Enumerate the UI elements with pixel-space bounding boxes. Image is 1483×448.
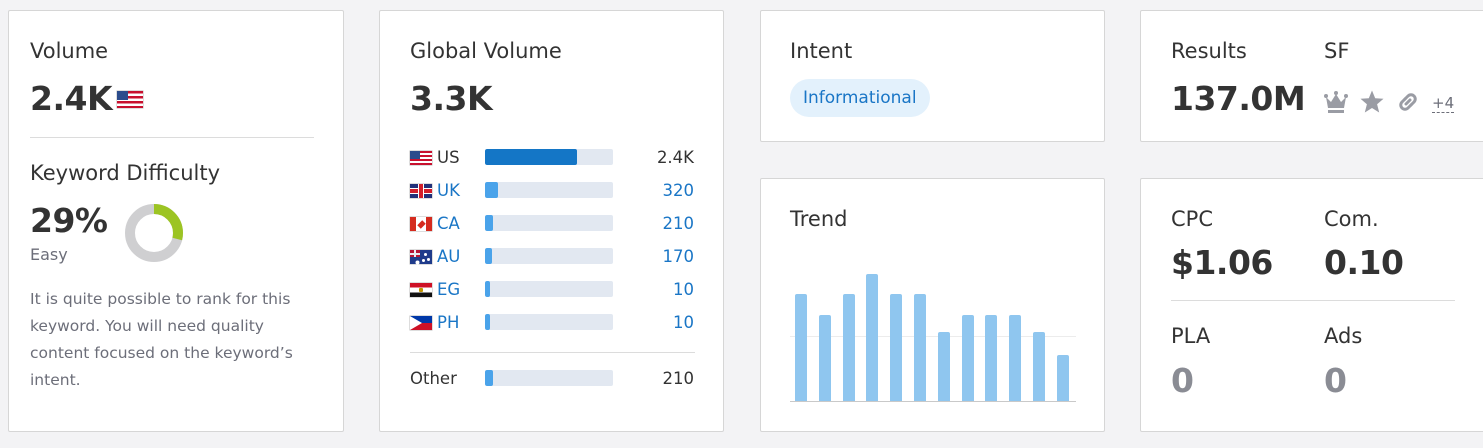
intent-label: Intent xyxy=(790,39,853,63)
difficulty-donut-chart xyxy=(125,204,183,262)
trend-baseline xyxy=(790,401,1076,402)
intent-card: Intent Informational xyxy=(760,10,1105,142)
keyword-difficulty-description: It is quite possible to rank for this ke… xyxy=(30,290,293,389)
country-bar-track xyxy=(485,182,613,198)
us-flag-icon xyxy=(117,91,143,108)
ph-flag-icon xyxy=(410,316,432,330)
divider xyxy=(410,352,695,353)
trend-bar[interactable] xyxy=(795,294,807,401)
trend-card: Trend xyxy=(760,178,1105,432)
volume-card: Volume 2.4K Keyword Difficulty 29% Easy … xyxy=(8,10,344,432)
divider xyxy=(1171,300,1455,301)
global-volume-label: Global Volume xyxy=(410,39,562,63)
sf-more-link[interactable]: +4 xyxy=(1432,94,1455,113)
difficulty-donut-arc xyxy=(125,204,183,262)
competition-label: Com. xyxy=(1324,207,1379,231)
keyword-difficulty-label: Keyword Difficulty xyxy=(30,161,221,185)
other-bar-fill xyxy=(485,370,493,386)
trend-bar[interactable] xyxy=(1033,332,1045,401)
country-bar-fill xyxy=(485,149,577,165)
link-icon[interactable] xyxy=(1395,89,1421,115)
global-volume-value: 3.3K xyxy=(410,79,493,118)
sf-label: SF xyxy=(1324,39,1350,63)
us-flag-icon xyxy=(410,151,432,165)
competition-value: 0.10 xyxy=(1324,243,1404,282)
results-card: Results 137.0M SF +4 xyxy=(1140,10,1483,142)
country-bar-fill xyxy=(485,281,490,297)
country-code-uk[interactable]: UK xyxy=(437,181,460,200)
trend-bar[interactable] xyxy=(1057,355,1069,401)
cpc-card: CPC $1.06 Com. 0.10 PLA 0 Ads 0 xyxy=(1140,178,1483,432)
country-value-us: 2.4K xyxy=(656,148,694,167)
trend-label: Trend xyxy=(790,207,848,231)
country-code-ph[interactable]: PH xyxy=(437,313,460,332)
uk-flag-icon xyxy=(410,184,432,198)
volume-value: 2.4K xyxy=(30,79,113,118)
country-bar-fill xyxy=(485,248,492,264)
keyword-difficulty-value: 29% xyxy=(30,201,108,240)
trend-bar[interactable] xyxy=(890,294,902,401)
country-bar-fill xyxy=(485,215,493,231)
country-code-us: US xyxy=(437,148,460,167)
other-bar-track xyxy=(485,370,613,386)
other-label: Other xyxy=(410,369,457,388)
results-label: Results xyxy=(1171,39,1247,63)
country-value-ca[interactable]: 210 xyxy=(662,214,695,233)
trend-bar[interactable] xyxy=(819,315,831,401)
country-bar-track xyxy=(485,149,613,165)
results-value: 137.0M xyxy=(1171,79,1306,118)
country-value-uk[interactable]: 320 xyxy=(662,181,695,200)
country-value-ph[interactable]: 10 xyxy=(673,313,694,332)
intent-badge[interactable]: Informational xyxy=(790,79,930,117)
cpc-label: CPC xyxy=(1171,207,1213,231)
eg-flag-icon xyxy=(410,283,432,297)
pla-value: 0 xyxy=(1171,361,1194,400)
cpc-value: $1.06 xyxy=(1171,243,1273,282)
country-bar-track xyxy=(485,314,613,330)
trend-bar[interactable] xyxy=(1009,315,1021,401)
star-icon[interactable] xyxy=(1359,89,1385,115)
crown-icon[interactable] xyxy=(1323,89,1349,115)
other-value: 210 xyxy=(662,369,695,388)
country-value-au[interactable]: 170 xyxy=(662,247,695,266)
keyword-difficulty-level: Easy xyxy=(30,245,68,264)
country-code-ca[interactable]: CA xyxy=(437,214,460,233)
volume-label: Volume xyxy=(30,39,109,63)
country-code-au[interactable]: AU xyxy=(437,247,461,266)
trend-bar[interactable] xyxy=(962,315,974,401)
trend-gridline xyxy=(790,336,1076,337)
country-bar-fill xyxy=(485,182,498,198)
au-flag-icon xyxy=(410,250,432,264)
trend-bar[interactable] xyxy=(938,332,950,401)
ads-value: 0 xyxy=(1324,361,1347,400)
country-bar-track xyxy=(485,215,613,231)
ca-flag-icon xyxy=(410,217,432,231)
country-bar-track xyxy=(485,281,613,297)
divider xyxy=(30,137,314,138)
global-volume-card: Global Volume 3.3K US 2.4K UK 320 CA 210 AU 170… xyxy=(379,10,724,432)
ads-label: Ads xyxy=(1324,324,1363,348)
country-bar-fill xyxy=(485,314,490,330)
trend-bar[interactable] xyxy=(914,294,926,401)
trend-bar[interactable] xyxy=(843,294,855,401)
trend-bar[interactable] xyxy=(985,315,997,401)
trend-bar[interactable] xyxy=(866,274,878,401)
pla-label: PLA xyxy=(1171,324,1211,348)
country-bar-track xyxy=(485,248,613,264)
country-value-eg[interactable]: 10 xyxy=(673,280,694,299)
country-code-eg[interactable]: EG xyxy=(437,280,461,299)
